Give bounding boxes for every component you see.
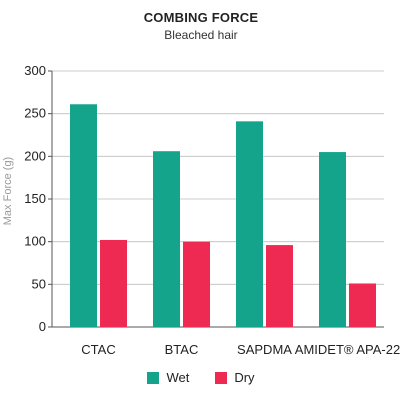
bar-wet-1 (70, 104, 97, 327)
legend: Wet Dry (0, 370, 402, 385)
y-tick-label: 0 (39, 319, 46, 334)
y-tick-label: 300 (24, 63, 46, 78)
y-tick-label: 50 (32, 276, 46, 291)
legend-label-wet: Wet (166, 370, 190, 385)
y-axis-label: Max Force (g) (2, 157, 14, 225)
y-tick-label: 200 (24, 148, 46, 163)
x-tick-label: AMIDET® APA-22 (295, 342, 400, 357)
legend-item-dry: Dry (215, 370, 255, 385)
x-axis-labels: CTAC BTAC SAPDMA AMIDET® APA-22 (81, 342, 400, 357)
bar-dry-4 (349, 283, 376, 327)
bar-dry-2 (183, 241, 210, 327)
bar-dry-1 (100, 239, 127, 327)
legend-swatch-wet (147, 371, 160, 384)
x-tick-label: SAPDMA (237, 342, 292, 357)
bar-wet-3 (236, 121, 263, 327)
bar-wet-2 (153, 151, 180, 327)
bar-wet-4 (319, 152, 346, 327)
y-tick-label: 250 (24, 106, 46, 121)
chart-subtitle: Bleached hair (164, 28, 238, 42)
x-tick-label: BTAC (165, 342, 199, 357)
bars (70, 104, 376, 327)
legend-item-wet: Wet (147, 370, 189, 385)
chart-title: COMBING FORCE (143, 10, 259, 25)
y-tick-label: 150 (24, 191, 46, 206)
legend-label-dry: Dry (234, 370, 255, 385)
bar-dry-3 (266, 245, 293, 327)
legend-swatch-dry (215, 371, 228, 384)
x-tick-label: CTAC (81, 342, 115, 357)
y-tick-label: 100 (24, 234, 46, 249)
y-axis: 0 50 100 150 200 250 300 (24, 63, 53, 334)
